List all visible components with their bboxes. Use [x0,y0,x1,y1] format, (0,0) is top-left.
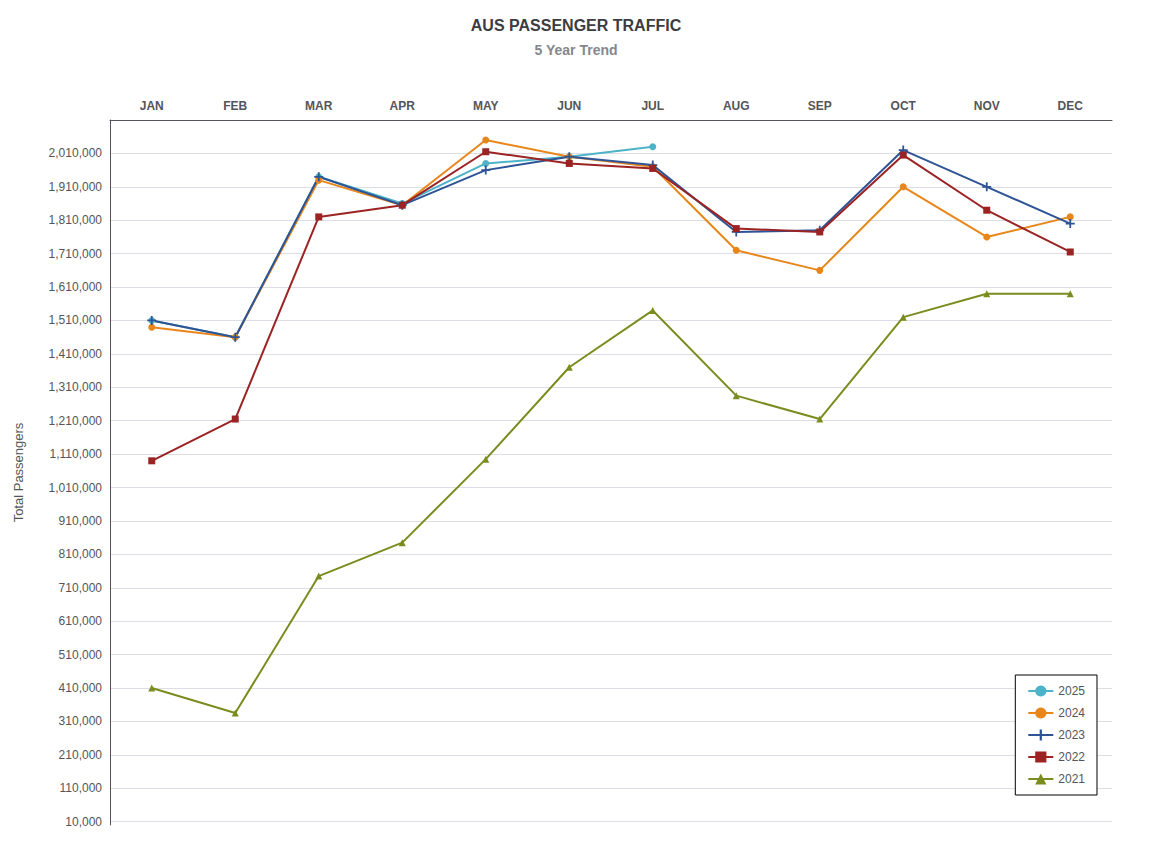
svg-text:1,710,000: 1,710,000 [49,247,103,261]
svg-text:OCT: OCT [891,99,917,113]
svg-text:310,000: 310,000 [59,714,103,728]
svg-text:810,000: 810,000 [59,547,103,561]
svg-text:1,610,000: 1,610,000 [49,280,103,294]
svg-text:1,110,000: 1,110,000 [50,447,103,461]
svg-text:1,910,000: 1,910,000 [49,180,103,194]
svg-text:610,000: 610,000 [59,614,103,628]
svg-text:510,000: 510,000 [59,648,103,662]
svg-text:AUG: AUG [723,99,750,113]
svg-text:410,000: 410,000 [59,681,103,695]
svg-text:10,000: 10,000 [65,815,102,829]
svg-text:2025: 2025 [1058,684,1085,698]
svg-text:210,000: 210,000 [59,748,103,762]
svg-text:1,810,000: 1,810,000 [49,213,103,227]
svg-text:APR: APR [390,99,416,113]
svg-text:DEC: DEC [1058,99,1084,113]
svg-text:MAY: MAY [473,99,499,113]
svg-text:710,000: 710,000 [59,581,103,595]
svg-text:SEP: SEP [808,99,832,113]
svg-text:AUS PASSENGER TRAFFIC: AUS PASSENGER TRAFFIC [471,17,682,34]
svg-text:1,310,000: 1,310,000 [49,380,103,394]
svg-text:MAR: MAR [305,99,333,113]
svg-text:NOV: NOV [974,99,1000,113]
svg-text:2022: 2022 [1058,750,1085,764]
svg-text:110,000: 110,000 [60,781,103,795]
svg-text:910,000: 910,000 [59,514,103,528]
svg-text:Total Passengers: Total Passengers [11,422,26,522]
svg-text:2024: 2024 [1058,706,1085,720]
svg-text:5 Year Trend: 5 Year Trend [534,42,617,58]
svg-text:2023: 2023 [1058,728,1085,742]
svg-text:1,510,000: 1,510,000 [49,313,103,327]
svg-text:2,010,000: 2,010,000 [49,146,103,160]
svg-text:JUL: JUL [641,99,664,113]
svg-text:JAN: JAN [140,99,164,113]
svg-text:FEB: FEB [223,99,247,113]
svg-text:2021: 2021 [1058,772,1085,786]
svg-text:1,210,000: 1,210,000 [49,414,103,428]
svg-text:1,410,000: 1,410,000 [49,347,103,361]
svg-text:1,010,000: 1,010,000 [49,481,103,495]
svg-text:JUN: JUN [557,99,581,113]
